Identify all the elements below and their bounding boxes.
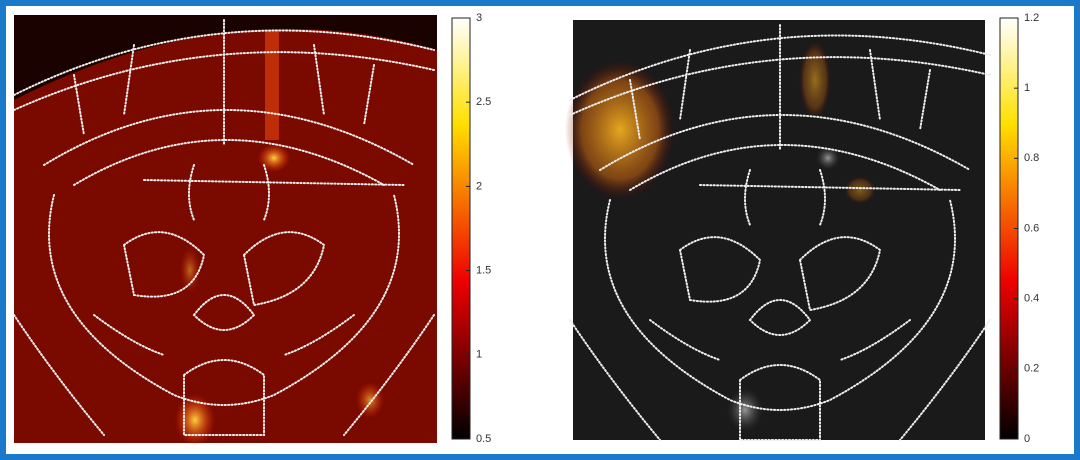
colorbar-tick-label: 0.2: [1024, 363, 1039, 375]
colorbar-tick-label: 0.4: [1024, 293, 1039, 305]
colorbar: [451, 17, 471, 440]
panel-left-image: [13, 15, 437, 446]
colorbar-tick-label: 2.5: [476, 96, 491, 108]
colorbar-tick-label: 0.6: [1024, 222, 1039, 234]
colorbar-tick-label: 0: [1024, 433, 1030, 445]
colorbar-tick-label: 2: [476, 180, 482, 192]
colorbar-tick-label: 1.5: [476, 265, 491, 277]
colorbar-tick-label: 0.8: [1024, 152, 1039, 164]
colorbar-tick-label: 0.5: [476, 433, 491, 445]
panel-right-image: [565, 20, 991, 441]
colorbar-tick-label: 1: [1024, 82, 1030, 94]
colorbar-tick-label: 1: [476, 349, 482, 361]
colorbar-tick-label: 3: [476, 12, 482, 24]
colorbar-tick-label: 1.2: [1024, 12, 1039, 24]
